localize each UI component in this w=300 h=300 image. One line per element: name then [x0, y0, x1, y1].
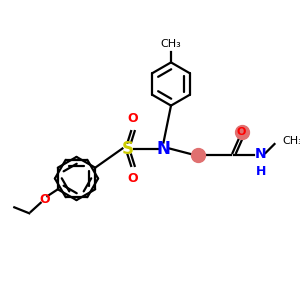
Text: O: O — [237, 127, 246, 137]
Text: H: H — [256, 165, 266, 178]
Text: O: O — [39, 193, 50, 206]
Text: O: O — [128, 172, 138, 185]
Text: S: S — [122, 140, 134, 158]
Text: N: N — [255, 148, 267, 161]
Text: N: N — [157, 140, 170, 158]
Text: CH₃: CH₃ — [160, 39, 182, 49]
Text: CH₃: CH₃ — [282, 136, 300, 146]
Text: O: O — [128, 112, 138, 125]
